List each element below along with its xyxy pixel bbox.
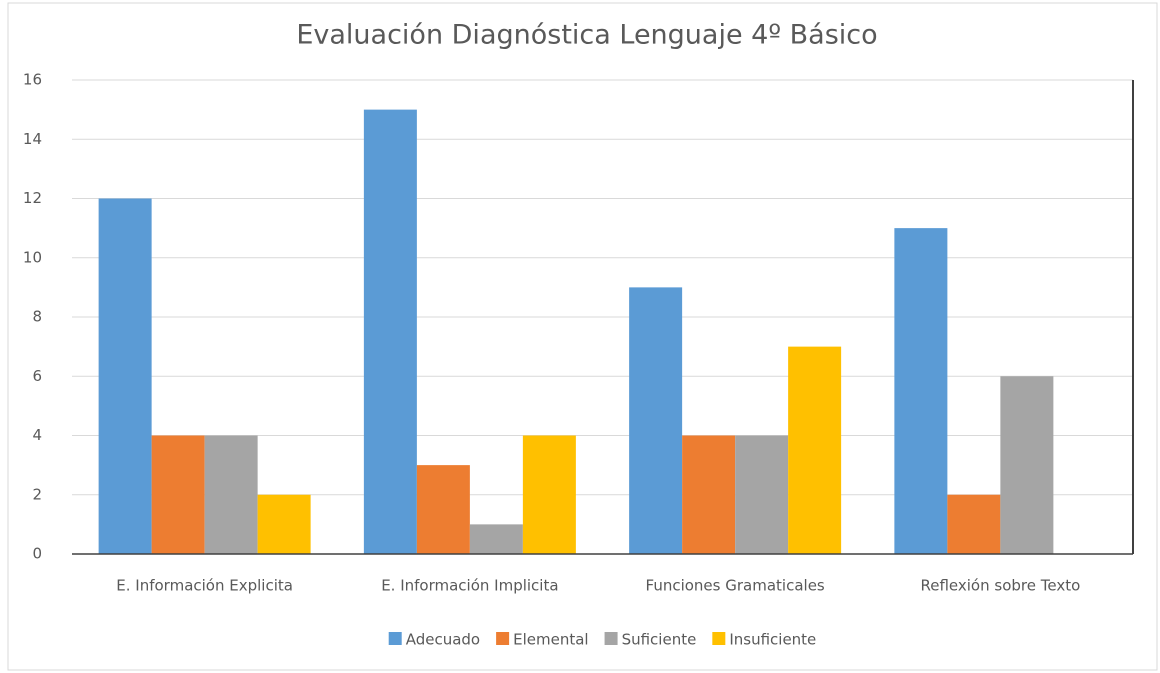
bar — [682, 435, 736, 554]
y-tick-label: 16 — [23, 71, 42, 89]
x-tick-label: E. Información Implicita — [381, 577, 558, 595]
x-tick-label: Funciones Gramaticales — [646, 577, 825, 595]
y-tick-label: 10 — [23, 248, 42, 266]
legend-swatch — [712, 632, 726, 645]
bar — [416, 465, 470, 554]
bar — [363, 109, 417, 554]
bar — [788, 346, 842, 554]
bar — [469, 524, 523, 554]
bar — [947, 494, 1001, 554]
legend-label: Elemental — [513, 631, 588, 649]
legend-swatch — [604, 632, 618, 645]
y-tick-label: 14 — [23, 130, 42, 148]
y-tick-label: 8 — [32, 308, 42, 326]
bar — [629, 287, 683, 554]
legend-label: Insuficiente — [729, 631, 816, 649]
bar — [151, 435, 205, 554]
y-tick-label: 12 — [23, 189, 42, 207]
bar — [735, 435, 789, 554]
bar — [894, 228, 948, 554]
y-tick-label: 0 — [32, 545, 42, 563]
bar — [204, 435, 258, 554]
bar — [522, 435, 576, 554]
bar — [98, 198, 152, 554]
legend-swatch — [496, 632, 510, 645]
legend-label: Adecuado — [406, 631, 480, 649]
y-tick-label: 2 — [32, 485, 42, 503]
x-tick-label: E. Información Explicita — [116, 577, 293, 595]
legend-swatch — [388, 632, 402, 645]
legend-label: Suficiente — [622, 631, 697, 649]
bar — [1000, 376, 1054, 554]
x-tick-label: Reflexión sobre Texto — [921, 577, 1081, 595]
bar — [257, 494, 311, 554]
y-tick-label: 4 — [32, 426, 42, 444]
chart-title: Evaluación Diagnóstica Lenguaje 4º Básic… — [296, 20, 877, 51]
y-tick-label: 6 — [32, 367, 42, 385]
chart-border — [7, 2, 1158, 671]
